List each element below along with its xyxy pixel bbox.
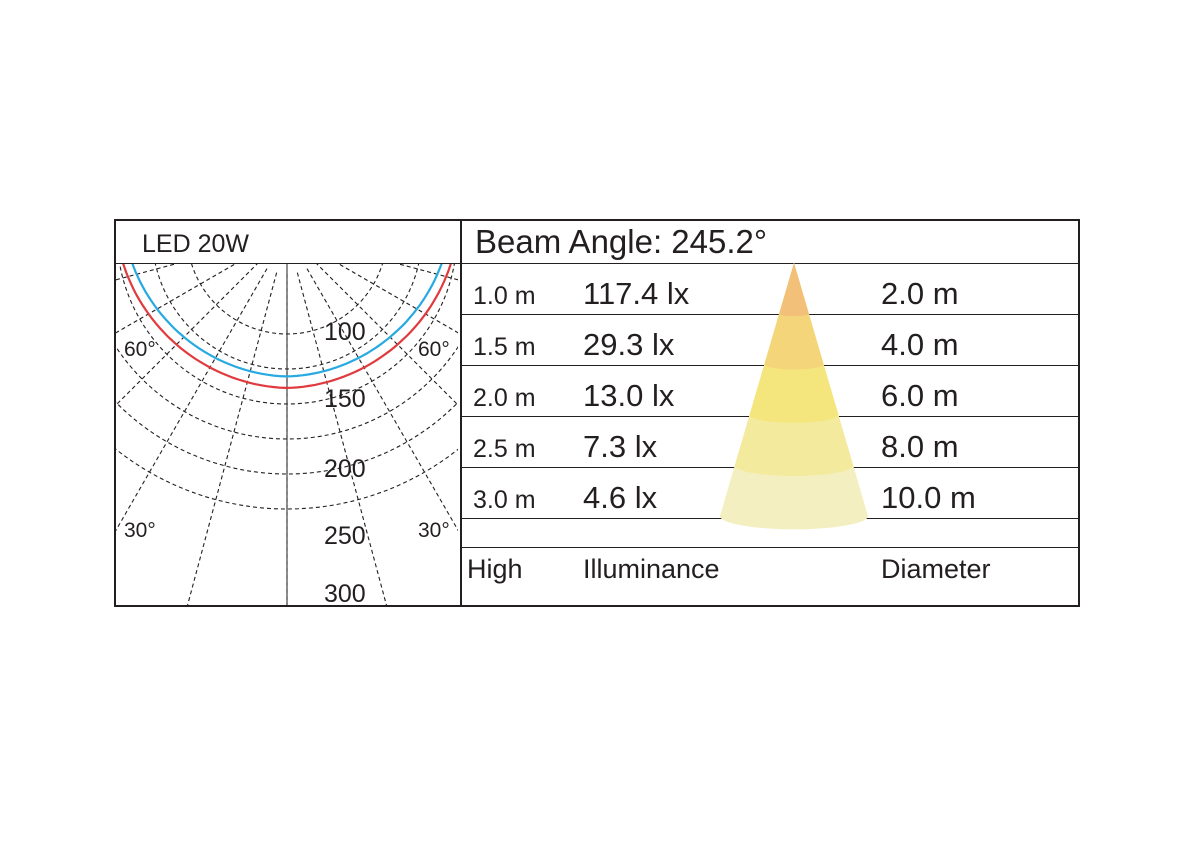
illuminance-legend: Illuminance (583, 554, 720, 585)
illuminance-cell: 13.0 lx (583, 378, 674, 414)
polar-grid (116, 264, 458, 606)
radial-tick-label: 100 (324, 318, 366, 346)
angle-label: 30° (124, 519, 156, 542)
polar-grid-spoke (158, 273, 277, 606)
height-legend: High (467, 554, 523, 585)
radial-tick-label: 250 (324, 522, 366, 550)
diameter-cell: 10.0 m (881, 480, 976, 516)
height-cell: 1.5 m (473, 333, 536, 362)
beam-angle-title: Beam Angle: 245.2° (475, 223, 767, 261)
radial-tick-label: 150 (324, 385, 366, 413)
illuminance-cell: 29.3 lx (583, 327, 674, 363)
illuminance-cell: 117.4 lx (583, 276, 689, 312)
height-cell: 2.5 m (473, 435, 536, 464)
illuminance-cell: 4.6 lx (583, 480, 657, 516)
diameter-cell: 4.0 m (881, 327, 959, 363)
radial-tick-label: 300 (324, 580, 366, 606)
angle-label: 60° (124, 338, 156, 361)
diameter-cell: 2.0 m (881, 276, 959, 312)
polar-distribution-chart: 100 150 200 250 300 60° 60° 30° 30° (116, 264, 458, 606)
height-cell: 1.0 m (473, 282, 536, 311)
table-legend: High Illuminance Diameter (461, 548, 1078, 607)
polar-grid-spoke (116, 269, 267, 606)
diameter-cell: 6.0 m (881, 378, 959, 414)
beam-cone-band (779, 263, 809, 316)
radial-tick-label: 200 (324, 455, 366, 483)
product-header: LED 20W (116, 221, 460, 264)
beam-cone-diagram (714, 258, 874, 543)
angle-label: 30° (418, 519, 450, 542)
polar-grid-spoke (322, 264, 458, 484)
height-cell: 3.0 m (473, 486, 536, 515)
diameter-cell: 8.0 m (881, 429, 959, 465)
angle-label: 60° (418, 338, 450, 361)
product-name: LED 20W (142, 230, 249, 259)
diameter-legend: Diameter (881, 554, 991, 585)
illuminance-cell: 7.3 lx (583, 429, 657, 465)
height-cell: 2.0 m (473, 384, 536, 413)
